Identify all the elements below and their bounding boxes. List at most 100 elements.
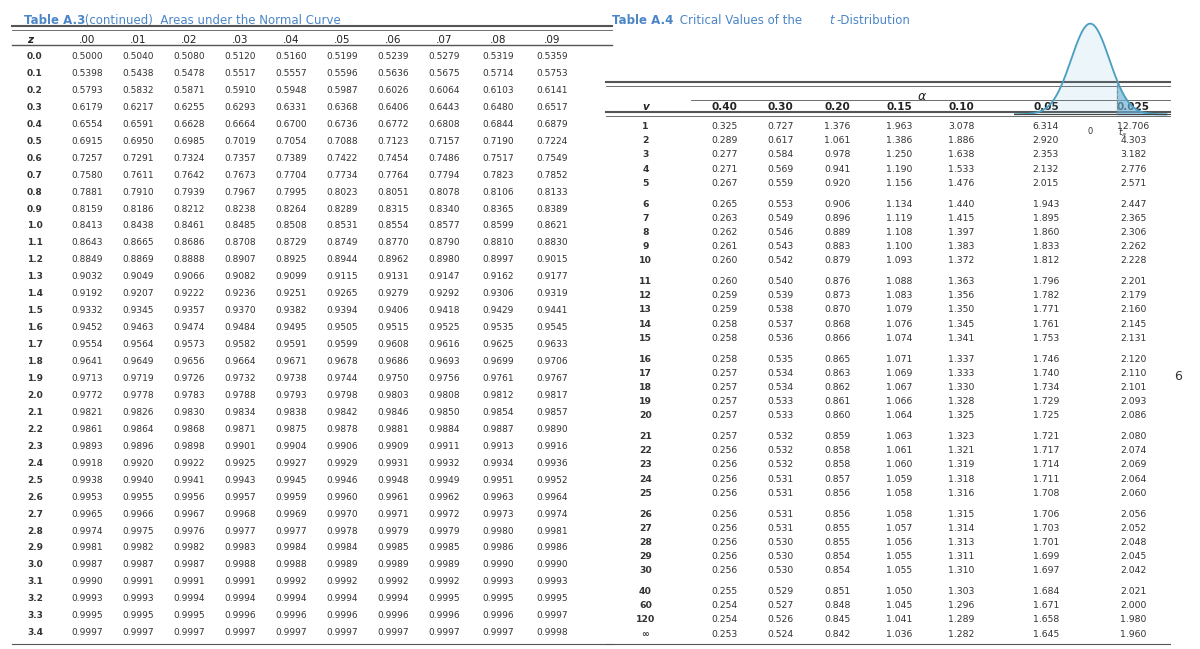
- Text: 0.8264: 0.8264: [275, 204, 307, 214]
- Text: 0.9994: 0.9994: [275, 594, 307, 604]
- Text: 0.9854: 0.9854: [482, 408, 514, 417]
- Text: 2.2: 2.2: [28, 425, 43, 434]
- Text: 0.9913: 0.9913: [482, 442, 514, 451]
- Text: 1.063: 1.063: [886, 432, 912, 441]
- Text: 0.9788: 0.9788: [224, 391, 256, 400]
- Text: 2.1: 2.1: [28, 408, 43, 417]
- Text: 0.9971: 0.9971: [377, 509, 409, 519]
- Text: 0.7357: 0.7357: [224, 154, 256, 163]
- Text: 0.9995: 0.9995: [173, 611, 205, 620]
- Text: 0.5714: 0.5714: [482, 69, 514, 78]
- Text: 0.9357: 0.9357: [173, 306, 205, 315]
- Text: 0.0: 0.0: [28, 52, 43, 61]
- Text: 0.6844: 0.6844: [482, 120, 514, 129]
- Text: 0.9967: 0.9967: [173, 509, 205, 519]
- Text: 0.9979: 0.9979: [428, 526, 460, 535]
- Text: 1.296: 1.296: [948, 601, 974, 610]
- Text: 0.9292: 0.9292: [428, 289, 460, 299]
- Text: 0.534: 0.534: [768, 383, 794, 392]
- Text: 0.8413: 0.8413: [71, 221, 103, 230]
- Text: 2.3: 2.3: [28, 442, 43, 451]
- Text: 0.5948: 0.5948: [275, 86, 307, 95]
- Text: 2.571: 2.571: [1121, 179, 1146, 188]
- Text: 0.9984: 0.9984: [275, 543, 307, 552]
- Text: 2.074: 2.074: [1120, 447, 1146, 455]
- Text: 7: 7: [642, 214, 649, 223]
- Text: 0.7257: 0.7257: [71, 154, 103, 163]
- Text: 0.9394: 0.9394: [326, 306, 358, 315]
- Text: 0.9978: 0.9978: [326, 526, 358, 535]
- Text: 0.9909: 0.9909: [377, 442, 409, 451]
- Text: 0.863: 0.863: [824, 369, 851, 378]
- Text: 0.9997: 0.9997: [326, 628, 358, 637]
- Text: 1.753: 1.753: [1033, 334, 1060, 343]
- Text: 0.6368: 0.6368: [326, 103, 358, 112]
- Text: 0.9991: 0.9991: [122, 578, 154, 587]
- Text: 2.048: 2.048: [1120, 538, 1146, 547]
- Text: 2.110: 2.110: [1120, 369, 1146, 378]
- Text: 0.5120: 0.5120: [224, 52, 256, 61]
- Text: 0.9991: 0.9991: [224, 578, 256, 587]
- Text: 30: 30: [640, 567, 652, 575]
- Text: 0.9955: 0.9955: [122, 493, 154, 502]
- Text: 0.20: 0.20: [824, 102, 850, 112]
- Text: 1.061: 1.061: [886, 447, 912, 455]
- Text: 0.9997: 0.9997: [428, 628, 460, 637]
- Text: 0.6517: 0.6517: [536, 103, 568, 112]
- Text: 1.341: 1.341: [948, 334, 974, 343]
- Text: 0.9744: 0.9744: [326, 374, 358, 383]
- Text: 1.083: 1.083: [886, 291, 912, 300]
- Text: 0.9608: 0.9608: [377, 340, 409, 349]
- Text: 0.256: 0.256: [712, 552, 738, 561]
- Text: 0.9961: 0.9961: [377, 493, 409, 502]
- Text: 6: 6: [1175, 370, 1182, 383]
- Text: 60: 60: [638, 601, 652, 610]
- Text: 0.5040: 0.5040: [122, 52, 154, 61]
- Text: 0.9986: 0.9986: [482, 543, 514, 552]
- Text: 1.057: 1.057: [886, 524, 912, 533]
- Text: 0.9959: 0.9959: [275, 493, 307, 502]
- Text: 0.9633: 0.9633: [536, 340, 568, 349]
- Text: 0.9525: 0.9525: [428, 323, 460, 332]
- Text: 0.883: 0.883: [824, 242, 851, 251]
- Text: 1.323: 1.323: [948, 432, 974, 441]
- Text: 0.9719: 0.9719: [122, 374, 154, 383]
- Text: 0.15: 0.15: [887, 102, 912, 112]
- Text: 11: 11: [638, 277, 652, 286]
- Text: 2.228: 2.228: [1120, 256, 1146, 265]
- Text: 1.895: 1.895: [1033, 214, 1060, 223]
- Text: 0.5793: 0.5793: [71, 86, 103, 95]
- Text: 0.5596: 0.5596: [326, 69, 358, 78]
- Text: 0.9916: 0.9916: [536, 442, 568, 451]
- Text: 0.7580: 0.7580: [71, 171, 103, 180]
- Text: 0.9987: 0.9987: [173, 561, 205, 569]
- Text: 0.9625: 0.9625: [482, 340, 514, 349]
- Text: 0.9821: 0.9821: [71, 408, 103, 417]
- Text: .05: .05: [334, 35, 350, 45]
- Text: 0.9996: 0.9996: [428, 611, 460, 620]
- Text: 0.9941: 0.9941: [173, 476, 205, 485]
- Text: 0.5557: 0.5557: [275, 69, 307, 78]
- Text: 0.9996: 0.9996: [482, 611, 514, 620]
- Text: 1.386: 1.386: [886, 136, 912, 145]
- Text: 0.9995: 0.9995: [71, 611, 103, 620]
- Text: 1.963: 1.963: [886, 122, 912, 131]
- Text: 0.9973: 0.9973: [482, 509, 514, 519]
- Text: 1.734: 1.734: [1033, 383, 1060, 392]
- Text: 0.7389: 0.7389: [275, 154, 307, 163]
- Text: 0.9370: 0.9370: [224, 306, 256, 315]
- Text: 0.6026: 0.6026: [377, 86, 409, 95]
- Text: 0.9756: 0.9756: [428, 374, 460, 383]
- Text: 0.9985: 0.9985: [428, 543, 460, 552]
- Text: 0.5675: 0.5675: [428, 69, 460, 78]
- Text: 0.9306: 0.9306: [482, 289, 514, 299]
- Text: 0.7794: 0.7794: [428, 171, 460, 180]
- Text: 0.9993: 0.9993: [71, 594, 103, 604]
- Text: 0.854: 0.854: [824, 552, 851, 561]
- Text: 0.5279: 0.5279: [428, 52, 460, 61]
- Text: 0.9922: 0.9922: [173, 459, 205, 468]
- Text: 0.549: 0.549: [768, 214, 794, 223]
- Text: 0.9992: 0.9992: [377, 578, 409, 587]
- Text: 0.9918: 0.9918: [71, 459, 103, 468]
- Text: 2.093: 2.093: [1120, 397, 1146, 406]
